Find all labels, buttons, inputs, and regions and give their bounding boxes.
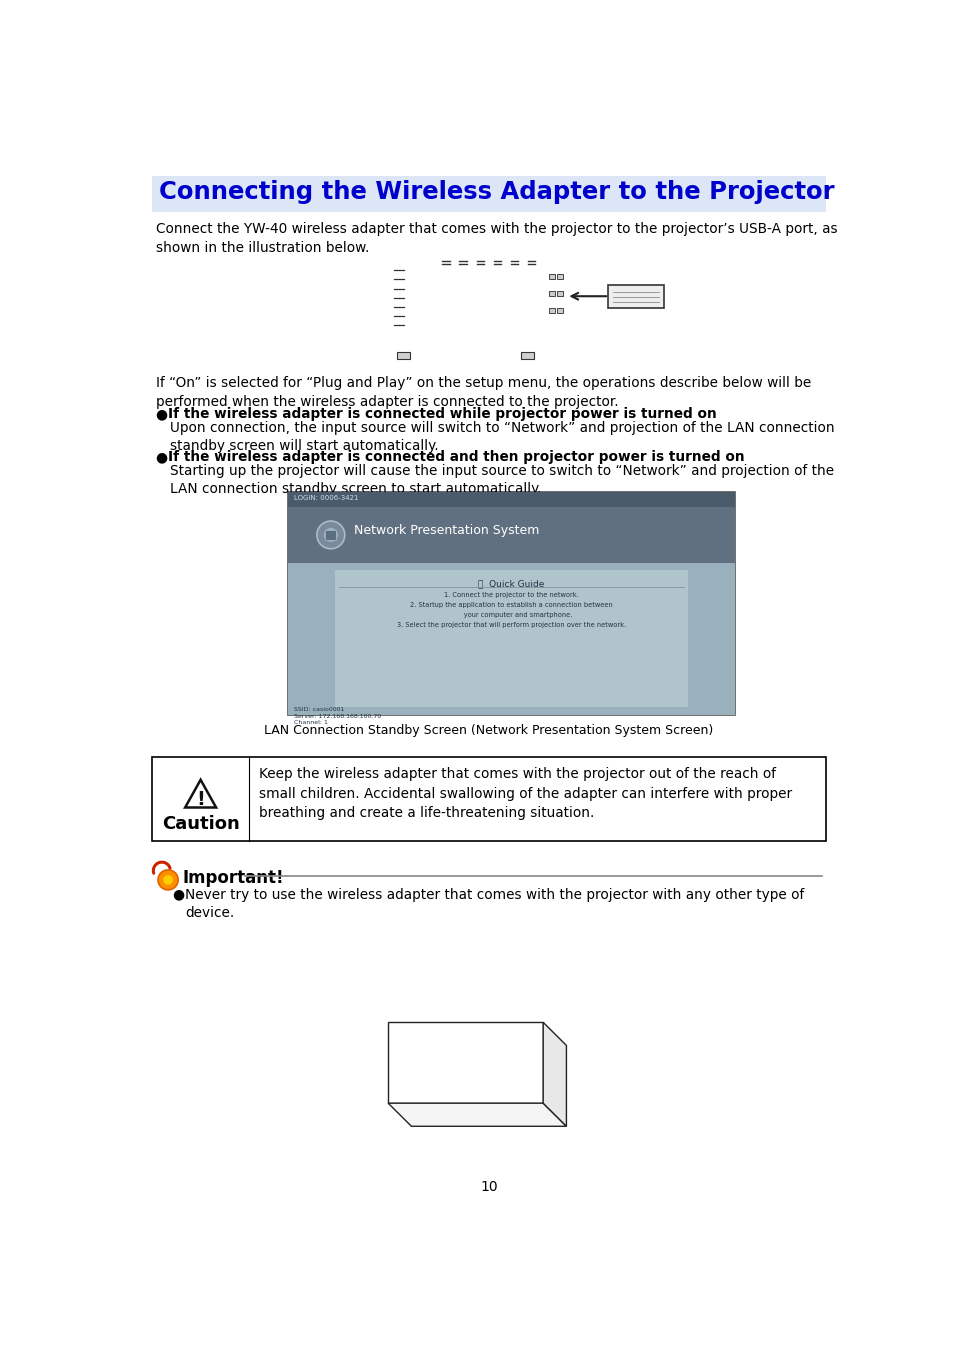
- FancyBboxPatch shape: [548, 291, 555, 296]
- FancyBboxPatch shape: [335, 571, 687, 707]
- FancyBboxPatch shape: [288, 562, 734, 715]
- FancyBboxPatch shape: [397, 353, 410, 358]
- Text: 10: 10: [479, 1180, 497, 1194]
- FancyBboxPatch shape: [325, 530, 335, 541]
- Text: 1. Connect the projector to the network.: 1. Connect the projector to the network.: [443, 592, 578, 598]
- Text: 2. Startup the application to establish a connection between: 2. Startup the application to establish …: [410, 602, 612, 608]
- FancyBboxPatch shape: [152, 757, 825, 841]
- Polygon shape: [185, 780, 216, 807]
- FancyBboxPatch shape: [557, 308, 562, 312]
- Text: Important!: Important!: [183, 869, 284, 887]
- Text: ●: ●: [155, 450, 168, 464]
- Text: SSID: casio0001
Server: 172.168.168.100.70
Channel: 1: SSID: casio0001 Server: 172.168.168.100.…: [294, 707, 381, 725]
- FancyBboxPatch shape: [288, 492, 734, 507]
- Text: If the wireless adapter is connected and then projector power is turned on: If the wireless adapter is connected and…: [168, 450, 744, 464]
- Text: LOGIN: 0006-3421: LOGIN: 0006-3421: [294, 495, 358, 500]
- Text: ●: ●: [172, 887, 185, 902]
- Text: your computer and smartphone.: your computer and smartphone.: [450, 612, 572, 618]
- FancyBboxPatch shape: [521, 353, 534, 358]
- FancyBboxPatch shape: [557, 274, 562, 279]
- Text: Connect the YW-40 wireless adapter that comes with the projector to the projecto: Connect the YW-40 wireless adapter that …: [155, 222, 837, 254]
- Text: LAN Connection Standby Screen (Network Presentation System Screen): LAN Connection Standby Screen (Network P…: [264, 725, 713, 737]
- Text: If “On” is selected for “Plug and Play” on the setup menu, the operations descri: If “On” is selected for “Plug and Play” …: [155, 376, 810, 408]
- Text: Never try to use the wireless adapter that comes with the projector with any oth: Never try to use the wireless adapter th…: [185, 887, 803, 919]
- Text: ⓘ  Quick Guide: ⓘ Quick Guide: [477, 580, 544, 588]
- FancyBboxPatch shape: [548, 274, 555, 279]
- FancyBboxPatch shape: [548, 308, 555, 312]
- Text: Network Presentation System: Network Presentation System: [354, 525, 538, 537]
- FancyBboxPatch shape: [557, 291, 562, 296]
- Polygon shape: [388, 1022, 542, 1103]
- Text: Keep the wireless adapter that comes with the projector out of the reach of
smal: Keep the wireless adapter that comes wit…: [258, 768, 791, 821]
- FancyBboxPatch shape: [608, 285, 663, 308]
- Text: Connecting the Wireless Adapter to the Projector: Connecting the Wireless Adapter to the P…: [158, 180, 834, 204]
- Circle shape: [323, 527, 338, 542]
- Polygon shape: [542, 1022, 566, 1126]
- Text: Caution: Caution: [162, 815, 239, 833]
- Circle shape: [162, 875, 173, 886]
- Text: 3. Select the projector that will perform projection over the network.: 3. Select the projector that will perfor…: [396, 622, 625, 627]
- Circle shape: [158, 869, 178, 890]
- Polygon shape: [388, 1103, 566, 1126]
- Text: !: !: [196, 791, 205, 810]
- Text: If the wireless adapter is connected while projector power is turned on: If the wireless adapter is connected whi…: [168, 407, 716, 420]
- Circle shape: [316, 521, 344, 549]
- FancyBboxPatch shape: [288, 507, 734, 562]
- Text: Upon connection, the input source will switch to “Network” and projection of the: Upon connection, the input source will s…: [170, 420, 833, 453]
- FancyBboxPatch shape: [288, 492, 734, 715]
- Text: Starting up the projector will cause the input source to switch to “Network” and: Starting up the projector will cause the…: [170, 464, 833, 496]
- Text: ●: ●: [155, 407, 168, 420]
- FancyBboxPatch shape: [152, 176, 825, 211]
